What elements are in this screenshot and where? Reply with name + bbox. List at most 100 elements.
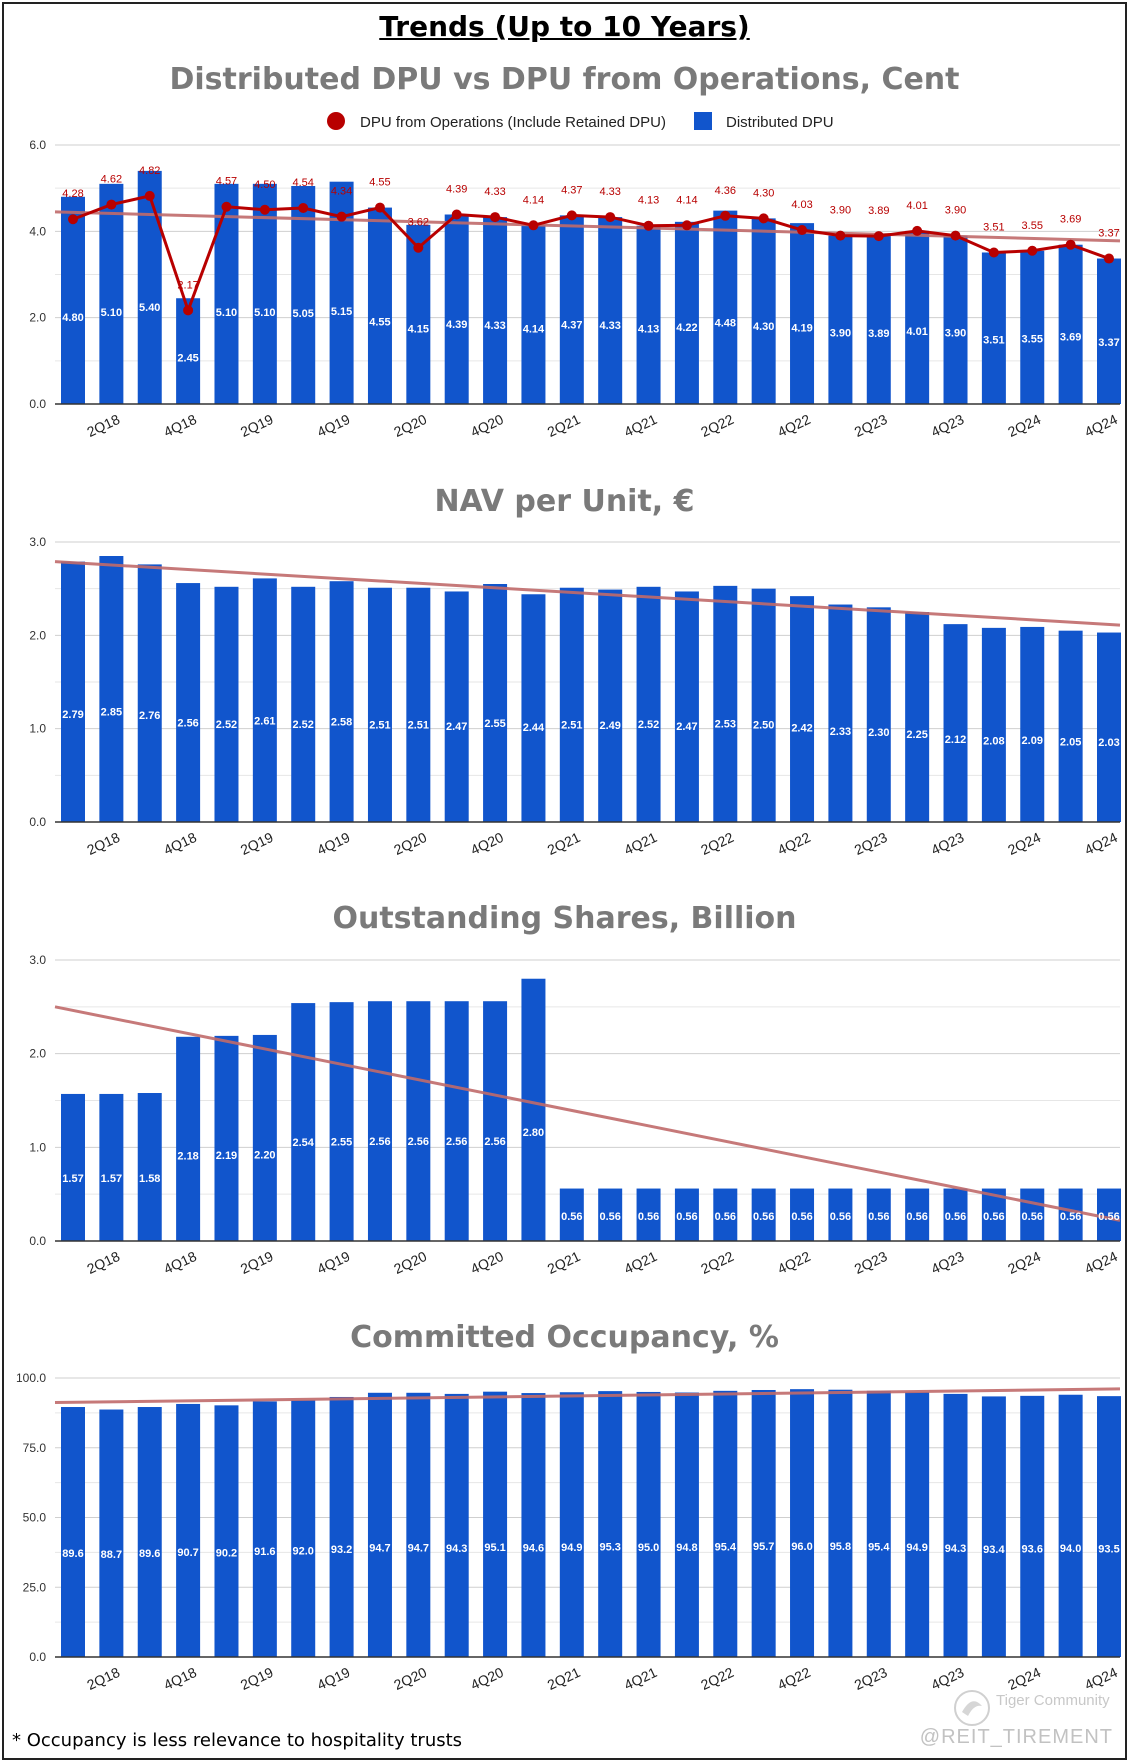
footnote: * Occupancy is less relevance to hospita… — [12, 1730, 463, 1751]
y-tick-label: 50.0 — [23, 1511, 47, 1525]
bar — [329, 1396, 354, 1657]
bar-data-label: 0.56 — [1060, 1211, 1081, 1223]
bar-data-label: 95.7 — [753, 1541, 774, 1553]
bar-data-label: 2.25 — [906, 729, 927, 741]
bar-data-label: 95.4 — [715, 1542, 737, 1554]
legend-line-marker — [327, 112, 345, 130]
bar-data-label: 2.51 — [369, 719, 390, 731]
bar-data-label: 95.8 — [830, 1541, 851, 1553]
line-data-label: 4.62 — [101, 174, 122, 186]
line-point — [259, 204, 270, 215]
bar — [252, 183, 277, 404]
bar-data-label: 2.53 — [715, 719, 736, 731]
line-point — [106, 199, 117, 210]
bar — [444, 214, 469, 404]
bar — [483, 217, 508, 404]
chart-nav: 0.0 1.0 2.0 3.0 2.79 2.85 2.76 2.56 2.52 2.61 2.52… — [29, 535, 1121, 858]
bar — [444, 1001, 469, 1241]
bar-data-label: 4.13 — [638, 324, 659, 336]
bar — [751, 1389, 776, 1657]
bar-data-label: 4.48 — [715, 318, 736, 330]
bar — [444, 591, 469, 822]
line-point — [451, 209, 462, 220]
logo-text: Tiger Community — [996, 1692, 1110, 1709]
bar-data-label: 95.3 — [599, 1542, 620, 1554]
bar-data-label: 2.47 — [446, 721, 467, 733]
line-point — [336, 211, 347, 222]
bar-data-label: 2.50 — [753, 720, 774, 732]
chart-occupancy: 0.0 25.0 50.0 75.0 100.0 89.6 88.7 89.6 90.7 90.2… — [16, 1371, 1121, 1693]
bar-data-label: 94.8 — [676, 1542, 697, 1554]
bar — [61, 1093, 85, 1241]
bar-data-label: 94.7 — [369, 1542, 390, 1554]
bar-data-label: 3.37 — [1098, 337, 1119, 349]
line-data-label: 3.90 — [830, 205, 851, 217]
line-data-label: 2.17 — [177, 279, 198, 291]
line-point — [183, 305, 194, 316]
line-data-label: 4.14 — [523, 194, 544, 206]
bar — [828, 604, 853, 822]
bar-data-label: 2.55 — [484, 718, 505, 730]
bar — [291, 186, 316, 404]
bar-data-label: 2.85 — [101, 707, 122, 719]
legend-bar-marker — [694, 112, 712, 130]
bar-data-label: 2.56 — [446, 1136, 467, 1148]
line-data-label: 4.30 — [753, 187, 774, 199]
bar — [176, 583, 201, 822]
bar-data-label: 2.51 — [561, 719, 582, 731]
bar — [329, 581, 354, 822]
chart-title-nav: NAV per Unit, € — [434, 484, 695, 519]
bar — [790, 1188, 815, 1241]
bar-data-label: 2.03 — [1098, 737, 1119, 749]
bar-data-label: 94.7 — [408, 1542, 429, 1554]
bar — [176, 1036, 201, 1241]
y-tick-label: 2.0 — [29, 311, 46, 325]
bar-data-label: 2.45 — [177, 353, 198, 365]
bar — [713, 585, 738, 822]
bar-data-label: 2.80 — [523, 1127, 544, 1139]
line-point — [605, 212, 616, 223]
bar-data-label: 5.40 — [139, 302, 160, 314]
bar — [943, 1188, 968, 1241]
bar-data-label: 94.6 — [523, 1542, 544, 1554]
bar-data-label: 0.56 — [1098, 1211, 1119, 1223]
bar — [521, 1393, 546, 1657]
bar-data-label: 2.52 — [293, 719, 314, 731]
bar-data-label: 3.55 — [1022, 334, 1043, 346]
x-tick-label: 2Q18 — [84, 1664, 122, 1693]
bar — [176, 298, 201, 404]
bar-data-label: 95.1 — [484, 1542, 505, 1554]
x-tick-label: 4Q21 — [622, 1664, 660, 1693]
bar-data-label: 4.22 — [676, 322, 697, 334]
bar — [367, 587, 392, 822]
bar-data-label: 1.57 — [62, 1173, 83, 1185]
line-data-label: 4.33 — [484, 186, 505, 198]
bar-data-label: 2.52 — [638, 719, 659, 731]
bar-data-label: 94.3 — [945, 1543, 966, 1555]
bar — [713, 1188, 738, 1241]
bar-data-label: 2.51 — [408, 719, 429, 731]
line-point — [374, 202, 385, 213]
bar — [866, 1188, 891, 1241]
x-tick-label: 4Q22 — [775, 1664, 813, 1693]
bar-data-label: 94.9 — [906, 1542, 927, 1554]
bar-data-label: 0.56 — [945, 1211, 966, 1223]
bar-data-label: 2.56 — [177, 717, 198, 729]
bar — [674, 1188, 699, 1241]
bar-data-label: 94.9 — [561, 1542, 582, 1554]
bar — [214, 1405, 239, 1657]
bar-data-label: 4.01 — [906, 326, 927, 338]
x-tick-label: 2Q22 — [698, 1664, 736, 1693]
bar-data-label: 4.33 — [599, 320, 620, 332]
bar-data-label: 95.0 — [638, 1542, 659, 1554]
bar — [636, 1188, 661, 1241]
bar — [559, 1188, 584, 1241]
legend-line-label: DPU from Operations (Include Retained DP… — [360, 114, 666, 131]
bar-data-label: 2.56 — [369, 1136, 390, 1148]
bar — [866, 236, 891, 404]
bar — [367, 1392, 392, 1657]
line-point — [988, 247, 999, 258]
line-data-label: 4.57 — [216, 176, 237, 188]
line-point — [1104, 253, 1114, 264]
chart-title-shares: Outstanding Shares, Billion — [332, 901, 797, 936]
